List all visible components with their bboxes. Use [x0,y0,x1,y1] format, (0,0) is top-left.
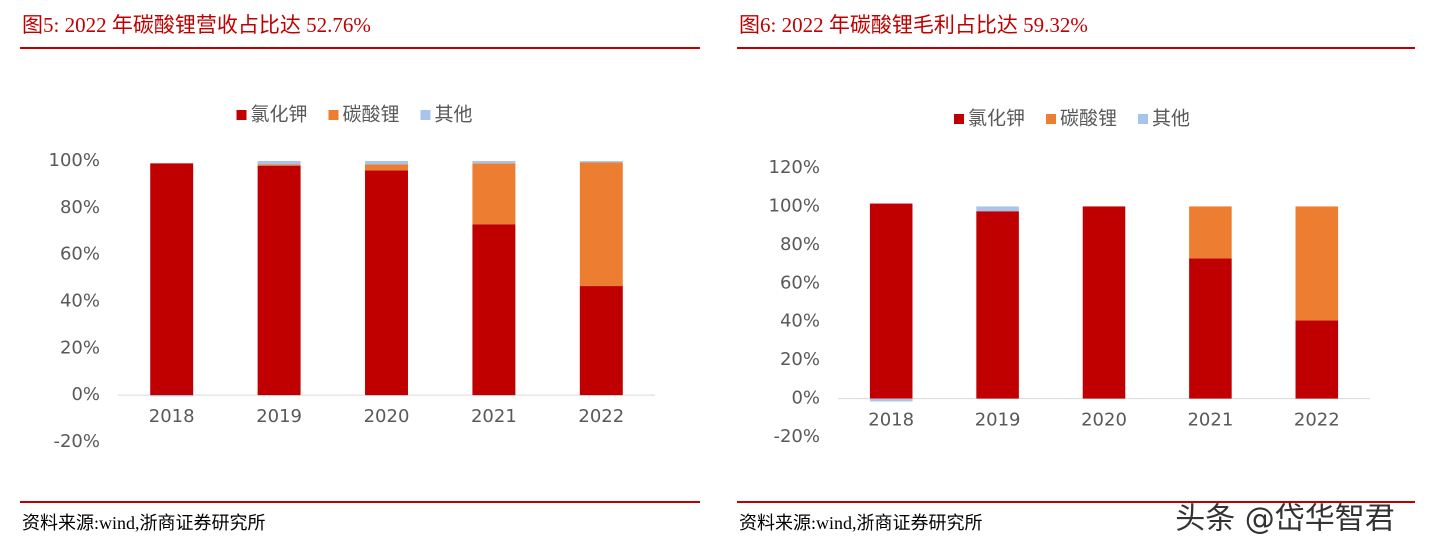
bar-segment [257,165,301,396]
bar-segment [150,395,194,397]
bar-segment [869,203,913,399]
legend-label: 氯化钾 [968,108,1025,130]
y-tick-label: -20% [53,431,100,452]
bar-segment [1189,258,1232,399]
y-tick-label: 0% [71,384,100,405]
bar-segment [365,161,408,165]
legend-swatch [954,114,964,124]
bar-segment [869,398,913,402]
x-tick-label: 2022 [578,406,624,427]
panel-title: 图6: 2022 年碳酸锂毛利占比达 59.32% [739,13,1088,37]
y-tick-label: 0% [791,388,820,409]
legend-swatch [328,110,339,120]
x-tick-label: 2019 [256,406,302,427]
y-tick-label: 100% [769,195,820,216]
legend-swatch [1046,114,1056,124]
bar-segment [257,164,301,166]
source-note: 资料来源:wind,浙商证券研究所 [22,513,266,533]
bar-segment [976,206,1019,212]
bar-segment [579,161,623,163]
bar-segment [1082,206,1126,399]
y-tick-label: 60% [780,272,820,293]
panel-title: 图5: 2022 年碳酸锂营收占比达 52.76% [22,13,371,37]
bar-segment [472,163,516,225]
y-tick-label: 60% [60,244,100,265]
bar-segment [472,224,516,396]
bar-segment [257,161,301,165]
y-tick-label: 20% [60,337,100,358]
y-tick-label: 100% [49,150,100,171]
y-tick-label: 40% [780,311,820,332]
bar-segment [1295,320,1339,399]
bar-segment [976,211,1019,399]
bar-segment [1295,206,1339,321]
legend-swatch [236,110,247,120]
x-tick-label: 2022 [1294,410,1340,431]
x-tick-label: 2019 [975,410,1021,431]
bar-segment [1189,206,1232,259]
bar-segment [365,170,408,396]
x-tick-label: 2018 [149,406,195,427]
watermark: 头条 @岱华智君 [1175,502,1395,537]
y-tick-label: 80% [780,234,820,255]
y-tick-label: 120% [769,157,820,178]
y-tick-label: 80% [60,197,100,218]
y-tick-label: 40% [60,291,100,312]
bar-segment [579,162,623,287]
legend-label: 碳酸锂 [1060,108,1117,130]
x-tick-label: 2018 [868,410,914,431]
y-tick-label: -20% [773,426,820,447]
legend-swatch [420,110,431,120]
bar-segment [150,163,194,396]
legend-label: 其他 [435,104,473,126]
x-tick-label: 2021 [471,406,517,427]
legend-label: 氯化钾 [251,104,308,126]
y-tick-label: 20% [780,349,820,370]
legend-label: 碳酸锂 [343,104,400,126]
x-tick-label: 2020 [364,406,410,427]
bar-segment [579,286,623,396]
source-note: 资料来源:wind,浙商证券研究所 [739,513,983,533]
legend-label: 其他 [1152,108,1190,130]
legend-swatch [1138,114,1148,124]
bar-segment [472,161,516,164]
x-tick-label: 2020 [1081,410,1127,431]
x-tick-label: 2021 [1187,410,1233,431]
bar-segment [365,164,408,171]
